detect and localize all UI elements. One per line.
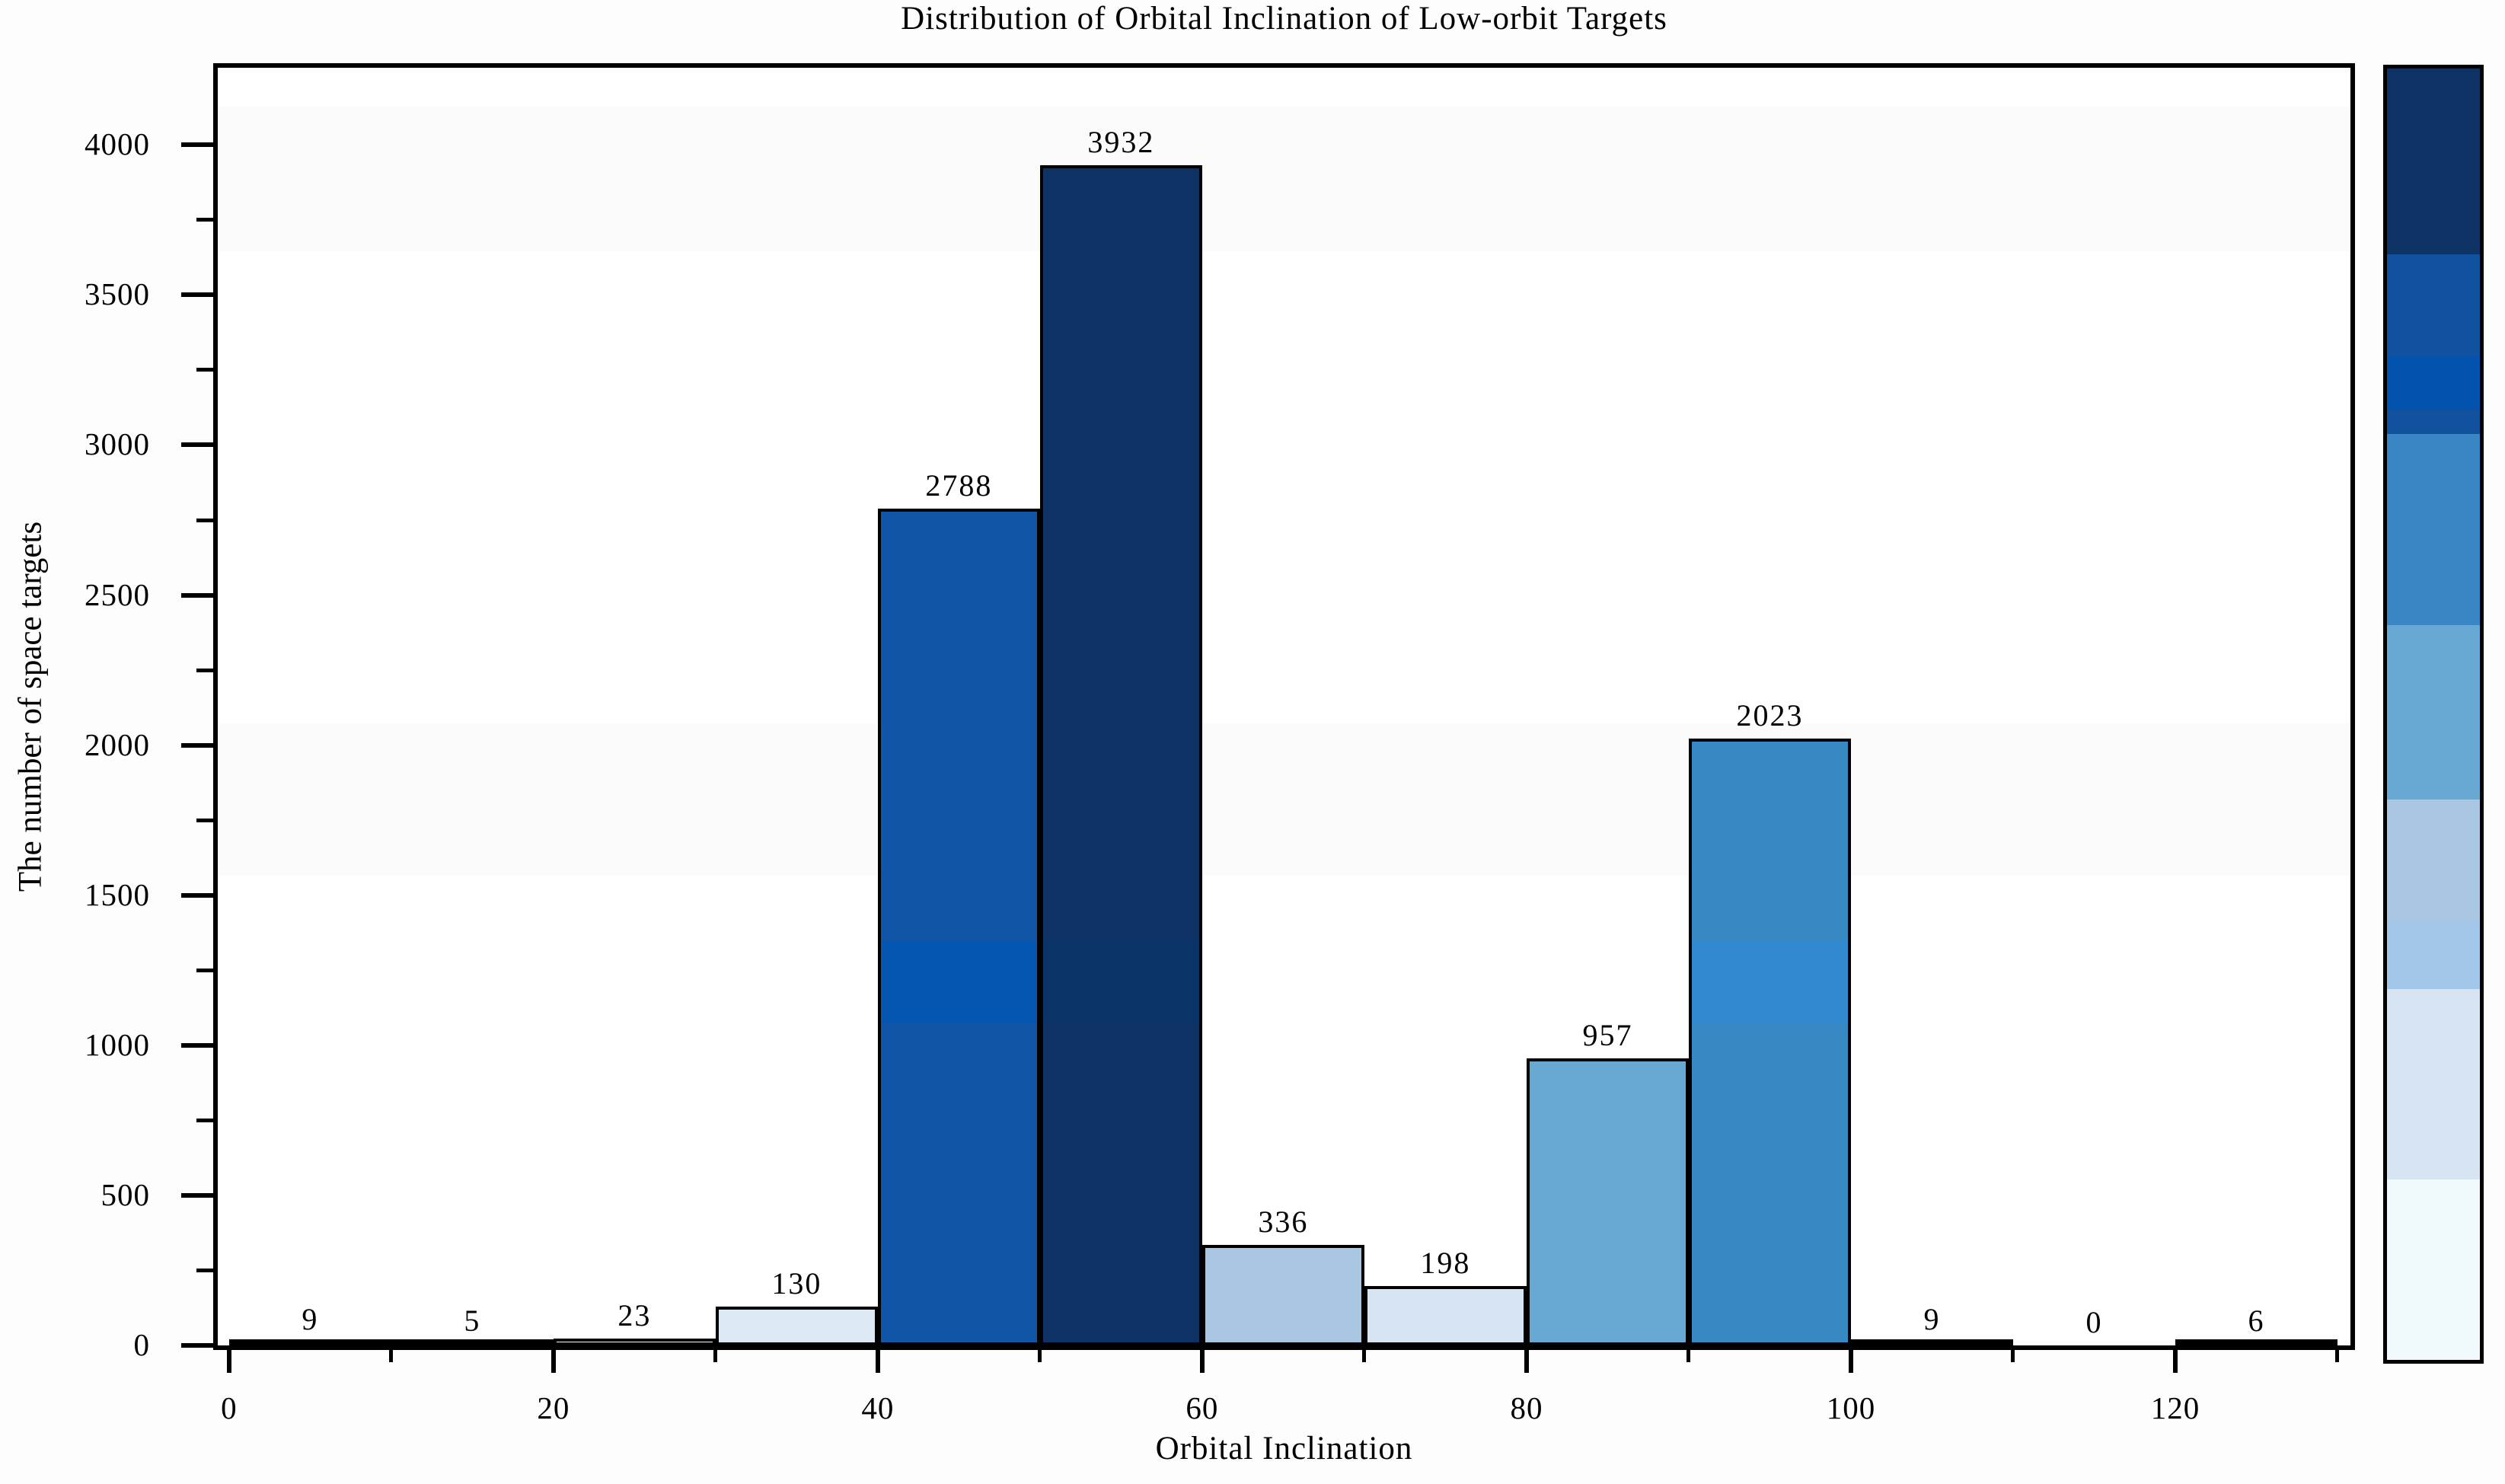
histogram-bar bbox=[391, 1339, 554, 1345]
axis-tick bbox=[181, 1042, 213, 1048]
y-tick-label: 0 bbox=[133, 1327, 150, 1362]
axis-tick bbox=[196, 968, 213, 972]
axis-tick bbox=[1362, 1350, 1367, 1362]
x-tick-label: 120 bbox=[2150, 1390, 2200, 1425]
axis-tick bbox=[550, 1350, 556, 1373]
axis-tick bbox=[196, 668, 213, 672]
colorbar-segment bbox=[2387, 1179, 2480, 1360]
axis-tick bbox=[389, 1350, 394, 1362]
x-tick-label: 40 bbox=[861, 1390, 895, 1425]
colorbar-segment bbox=[2387, 433, 2480, 625]
y-tick-label: 2000 bbox=[85, 726, 150, 762]
axis-tick bbox=[181, 1343, 213, 1348]
histogram-bar bbox=[877, 509, 1040, 1345]
axis-tick bbox=[226, 1350, 231, 1373]
histogram-bar bbox=[1526, 1058, 1689, 1345]
bar-value-label: 5 bbox=[464, 1304, 481, 1339]
chart-title: Distribution of Orbital Inclination of L… bbox=[901, 1, 1667, 37]
x-tick-label: 60 bbox=[1185, 1390, 1219, 1425]
colorbar-segment bbox=[2387, 356, 2480, 410]
bar-value-label: 0 bbox=[2085, 1305, 2103, 1339]
histogram-bar bbox=[228, 1339, 391, 1345]
y-tick-label: 1500 bbox=[85, 876, 150, 912]
axis-tick bbox=[2335, 1350, 2340, 1362]
histogram-bar bbox=[1688, 738, 1851, 1345]
axis-tick bbox=[2011, 1350, 2015, 1362]
background-stripe bbox=[218, 107, 2350, 251]
bar-value-label: 23 bbox=[617, 1297, 652, 1332]
colorbar bbox=[2383, 65, 2484, 1364]
axis-tick bbox=[181, 292, 213, 298]
bar-value-label: 130 bbox=[771, 1265, 822, 1300]
axis-tick bbox=[196, 518, 213, 522]
axis-tick bbox=[181, 742, 213, 748]
bar-value-label: 336 bbox=[1258, 1204, 1309, 1239]
histogram-bar bbox=[715, 1306, 878, 1345]
axis-tick bbox=[196, 1268, 213, 1272]
axis-tick bbox=[196, 1118, 213, 1122]
axis-tick bbox=[1524, 1350, 1529, 1373]
bar-value-label: 3932 bbox=[1087, 125, 1155, 160]
histogram-bar bbox=[1201, 1244, 1364, 1345]
axis-tick bbox=[1848, 1350, 1853, 1373]
y-axis-title: The number of space targets bbox=[12, 521, 49, 892]
bar-value-label: 957 bbox=[1582, 1017, 1633, 1052]
histogram-bar bbox=[553, 1338, 716, 1345]
histogram-bar bbox=[1039, 165, 1202, 1345]
histogram-bar bbox=[1850, 1339, 2013, 1345]
x-tick-label: 0 bbox=[221, 1390, 238, 1425]
bar-value-label: 9 bbox=[1923, 1302, 1941, 1337]
y-tick-label: 3500 bbox=[85, 276, 150, 312]
bar-value-label: 198 bbox=[1420, 1245, 1471, 1280]
y-tick-label: 1000 bbox=[85, 1026, 150, 1062]
colorbar-segment bbox=[2387, 409, 2480, 434]
axis-tick bbox=[181, 592, 213, 598]
x-tick-label: 20 bbox=[537, 1390, 570, 1425]
axis-tick bbox=[1199, 1350, 1205, 1373]
plot-area: 9 5 23 130 2788 3932 336 198 957 2023 9 0 6 bbox=[213, 63, 2355, 1350]
x-axis-title: Orbital Inclination bbox=[1155, 1431, 1413, 1466]
axis-tick bbox=[181, 142, 213, 148]
axis-tick bbox=[181, 442, 213, 448]
colorbar-segment bbox=[2387, 254, 2480, 357]
axis-tick bbox=[181, 892, 213, 898]
y-tick-label: 3000 bbox=[85, 426, 150, 462]
axis-tick bbox=[196, 818, 213, 822]
colorbar-segment bbox=[2387, 989, 2480, 1179]
axis-tick bbox=[713, 1350, 718, 1362]
y-tick-label: 2500 bbox=[85, 576, 150, 612]
colorbar-segment bbox=[2387, 921, 2480, 990]
colorbar-segment bbox=[2387, 69, 2480, 255]
colorbar-segment bbox=[2387, 799, 2480, 921]
background-stripe bbox=[218, 723, 2350, 876]
bar-value-label: 9 bbox=[302, 1302, 319, 1337]
x-tick-label: 100 bbox=[1826, 1390, 1876, 1425]
bar-value-label: 6 bbox=[2248, 1303, 2265, 1338]
histogram-bar bbox=[2175, 1339, 2337, 1345]
y-tick-label: 500 bbox=[101, 1176, 150, 1212]
x-tick-label: 80 bbox=[1510, 1390, 1543, 1425]
colorbar-segment bbox=[2387, 624, 2480, 799]
y-tick-label: 4000 bbox=[85, 126, 150, 162]
axis-tick bbox=[196, 368, 213, 372]
axis-tick bbox=[181, 1192, 213, 1198]
bar-value-label: 2788 bbox=[925, 468, 993, 503]
bar-value-label: 2023 bbox=[1736, 697, 1804, 732]
axis-tick bbox=[2172, 1350, 2178, 1373]
axis-tick bbox=[875, 1350, 880, 1373]
histogram-bar bbox=[1364, 1285, 1527, 1345]
axis-tick bbox=[196, 218, 213, 222]
axis-tick bbox=[1038, 1350, 1042, 1362]
axis-tick bbox=[1686, 1350, 1691, 1362]
